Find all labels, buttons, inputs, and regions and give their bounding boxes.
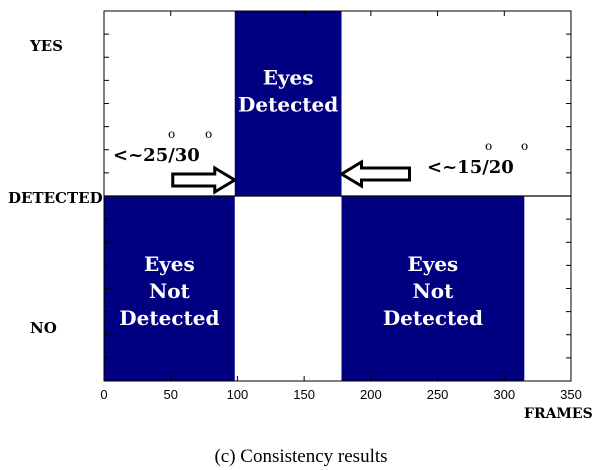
bar-label-2-line-2: Detected [238,93,338,117]
annotation-2-degree-mark-2: o [521,139,528,153]
bar-label-3-line-1: Eyes [407,252,458,276]
bar-segment-3 [341,196,525,381]
ticks-layer: 0 50 100 150 200 250 300 350 [100,11,582,402]
annotations-layer: <~25/30 o o <~15/20 o o [113,127,528,195]
annotation-text-1: <~25/30 [113,145,200,166]
y-label-no: NO [30,319,57,337]
x-axis-label: FRAMES [524,406,593,422]
x-tick-label-0: 0 [100,387,107,402]
annotation-2-degree-mark-1: o [485,139,492,153]
annotation-1-degree-mark-2: o [205,127,212,141]
y-label-detected: DETECTED [8,189,103,207]
y-label-yes: YES [29,37,63,55]
x-tick-label-50: 50 [163,387,177,402]
bar-segment-2 [234,11,342,196]
bar-segment-1 [104,196,235,381]
annotation-1-degree-mark-1: o [168,127,175,141]
bar-label-3-line-3: Detected [383,306,483,330]
x-tick-label-300: 300 [493,387,515,402]
bar-label-1-line-3: Detected [119,306,219,330]
bar-label-1-line-2: Not [149,279,191,303]
bar-label-1-line-1: Eyes [144,252,195,276]
annotation-arrow-2 [338,159,412,189]
x-tick-label-250: 250 [427,387,449,402]
annotation-text-2: <~15/20 [427,157,514,178]
annotation-arrow-1 [171,165,238,195]
x-tick-label-100: 100 [227,387,249,402]
x-tick-label-200: 200 [360,387,382,402]
figure-caption: (c) Consistency results [214,446,387,467]
x-tick-label-350: 350 [560,387,582,402]
bar-label-3-line-2: Not [412,279,454,303]
x-tick-label-150: 150 [293,387,315,402]
bar-label-2-line-1: Eyes [263,66,314,90]
bar-labels-layer: Eyes Not Detected Eyes Detected Eyes Not Detect… [119,66,483,331]
bars-layer [104,11,525,381]
